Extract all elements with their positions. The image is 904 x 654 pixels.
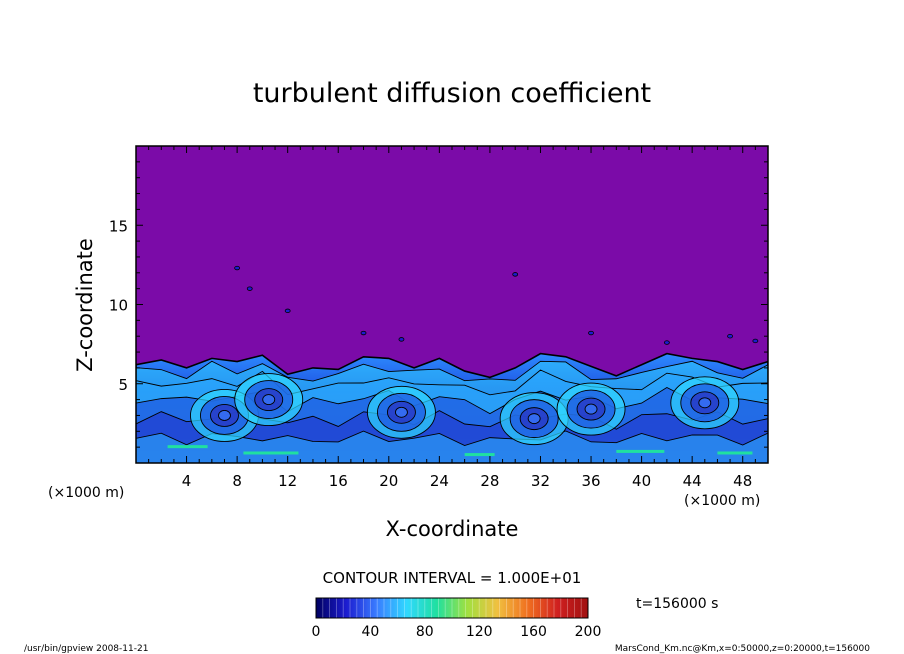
patch-2 — [284, 308, 291, 314]
high-value-streak-3 — [616, 449, 665, 453]
x-tick-label: 20 — [379, 472, 398, 490]
x-tick-label: 24 — [430, 472, 449, 490]
x-unit-label-left: (×1000 m) — [48, 485, 124, 501]
x-tick-label: 8 — [232, 472, 242, 490]
x-axis-label: X-coordinate — [386, 517, 519, 541]
eddy-contour-1-3 — [262, 394, 276, 406]
patch-7 — [663, 340, 670, 345]
y-tick-label: 15 — [109, 217, 128, 235]
time-label: t=156000 s — [636, 596, 718, 612]
x-tick-label: 40 — [632, 472, 651, 490]
patch-0 — [234, 265, 241, 271]
x-tick-label: 12 — [278, 472, 297, 490]
colorbar-tick-label: 160 — [520, 624, 547, 640]
eddy-contour-4-3 — [584, 403, 598, 415]
patch-5 — [512, 272, 519, 277]
eddy-contour-5-3 — [698, 397, 712, 409]
colorbar-tick-label: 40 — [361, 624, 379, 640]
x-tick-label: 36 — [581, 472, 600, 490]
high-value-streak-1 — [243, 451, 299, 455]
x-tick-label: 4 — [182, 472, 192, 490]
high-value-streak-0 — [167, 445, 208, 449]
y-tick-label: 5 — [118, 376, 128, 394]
eddy-contour-0-3 — [218, 410, 231, 421]
plot-area — [135, 145, 769, 464]
x-tick-label: 28 — [480, 472, 499, 490]
contour-interval-text: CONTOUR INTERVAL = 1.000E+01 — [323, 569, 582, 587]
patch-4 — [398, 337, 405, 342]
y-axis-label: Z-coordinate — [73, 238, 97, 372]
x-tick-label: 32 — [531, 472, 550, 490]
high-value-streak-2 — [464, 453, 495, 457]
y-tick-label: 10 — [109, 297, 128, 315]
y-axis: 5 10 15 — [109, 161, 768, 448]
colorbar-tick-label: 200 — [575, 624, 602, 640]
colorbar-gradient — [316, 598, 588, 618]
patch-6 — [588, 330, 594, 336]
patch-3 — [360, 330, 367, 336]
colorbar-frame — [315, 597, 589, 619]
eddy-contour-2-3 — [394, 406, 408, 418]
colorbar: 0 40 80 120 160 200 — [312, 597, 602, 640]
x-axis: 4 8 12 16 20 24 28 32 36 40 44 48 — [148, 146, 756, 490]
eddy-contour-3-3 — [527, 413, 541, 425]
turbulent-layer — [136, 265, 768, 463]
x-tick-label: 16 — [329, 472, 348, 490]
high-value-streak-4 — [717, 451, 753, 455]
patch-8 — [727, 334, 733, 339]
footer-right: MarsCond_Km.nc@Km,x=0:50000,z=0:20000,t=… — [615, 644, 870, 654]
x-tick-label: 48 — [733, 472, 752, 490]
colorbar-ticks: 0 40 80 120 160 200 — [312, 624, 602, 640]
footer-left: /usr/bin/gpview 2008-11-21 — [24, 644, 148, 654]
colorbar-tick-label: 80 — [416, 624, 434, 640]
patch-9 — [752, 338, 759, 344]
colorbar-tick-label: 0 — [312, 624, 321, 640]
colorbar-tick-label: 120 — [466, 624, 493, 640]
x-tick-label: 44 — [683, 472, 702, 490]
patch-1 — [246, 286, 253, 291]
x-unit-label-right: (×1000 m) — [684, 493, 760, 509]
chart-title: turbulent diffusion coefficient — [253, 78, 651, 109]
colorbar-level-lines — [322, 598, 582, 618]
